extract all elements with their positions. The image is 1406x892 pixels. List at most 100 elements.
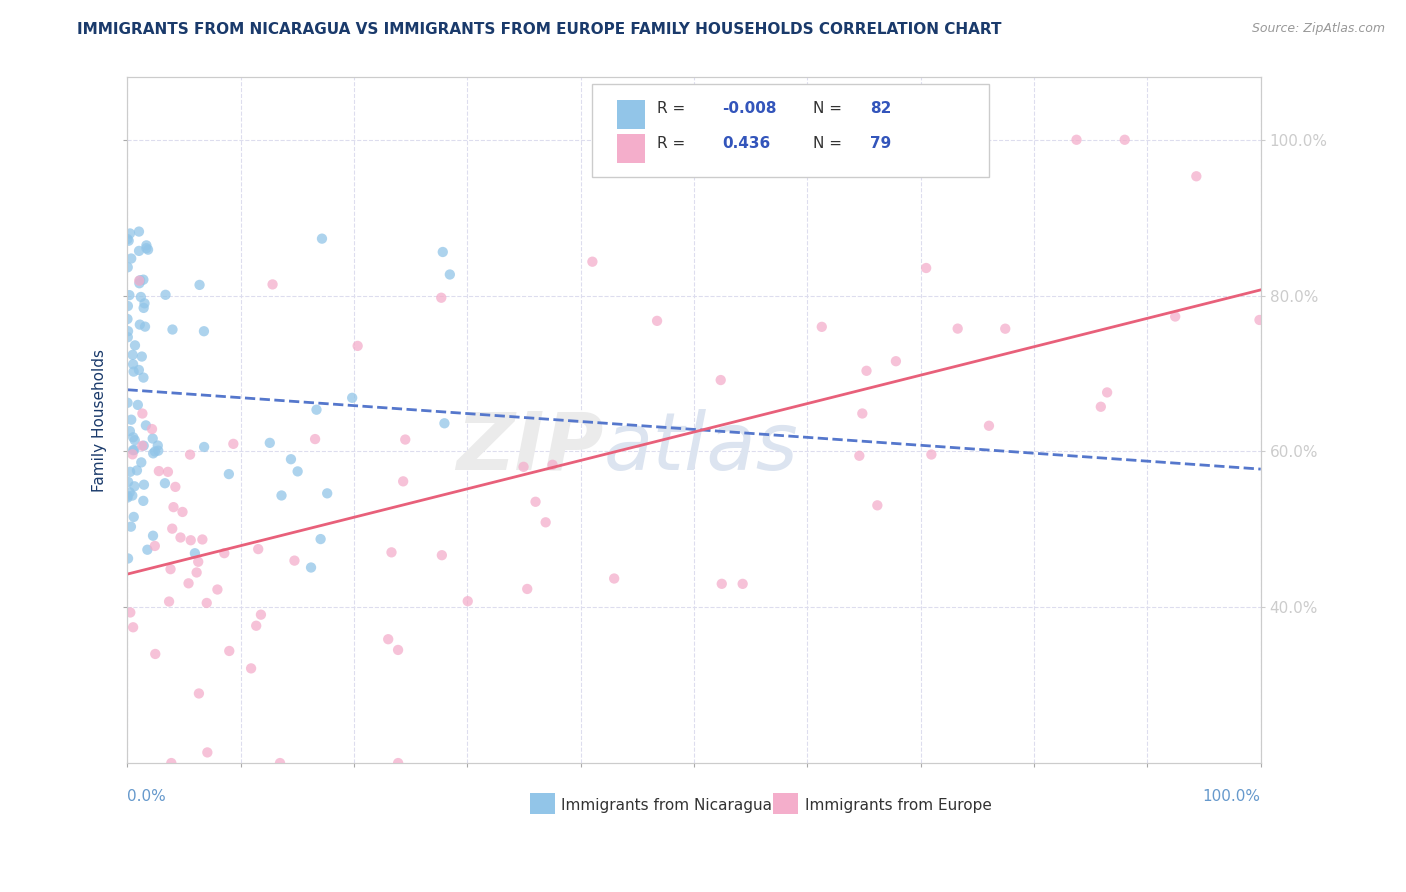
- Point: [120, 252, 142, 266]
- Point: [160, 522, 183, 536]
- Point: [117, 396, 139, 410]
- Text: 0.0%: 0.0%: [128, 789, 166, 804]
- Point: [132, 273, 155, 287]
- Point: [131, 439, 153, 453]
- Point: [162, 322, 184, 336]
- Text: Immigrants from Nicaragua: Immigrants from Nicaragua: [561, 798, 772, 813]
- Point: [524, 495, 547, 509]
- Point: [387, 643, 409, 657]
- Point: [135, 238, 157, 252]
- Point: [866, 499, 889, 513]
- Point: [855, 364, 877, 378]
- Text: ZIP: ZIP: [456, 409, 603, 487]
- Point: [380, 545, 402, 559]
- Point: [309, 532, 332, 546]
- Point: [193, 440, 215, 454]
- Point: [222, 437, 245, 451]
- Point: [128, 277, 150, 291]
- Point: [710, 373, 733, 387]
- Point: [432, 245, 454, 260]
- Point: [377, 632, 399, 647]
- Point: [153, 476, 176, 491]
- Point: [187, 555, 209, 569]
- Point: [156, 465, 179, 479]
- Text: -0.008: -0.008: [723, 102, 778, 117]
- Point: [120, 606, 142, 620]
- Point: [915, 260, 938, 275]
- Point: [283, 553, 305, 567]
- Point: [218, 644, 240, 658]
- Text: N =: N =: [813, 136, 846, 151]
- Point: [132, 370, 155, 384]
- Point: [1185, 169, 1208, 184]
- Point: [160, 756, 183, 770]
- Point: [433, 417, 456, 431]
- Point: [305, 402, 328, 417]
- Point: [120, 413, 142, 427]
- Point: [541, 458, 564, 472]
- Point: [142, 432, 165, 446]
- Point: [129, 290, 152, 304]
- Point: [1090, 400, 1112, 414]
- Point: [218, 467, 240, 481]
- Point: [186, 566, 208, 580]
- Point: [439, 268, 461, 282]
- Point: [129, 455, 152, 469]
- Bar: [773, 792, 799, 814]
- Point: [179, 448, 201, 462]
- Point: [148, 443, 170, 458]
- Point: [143, 539, 166, 553]
- Point: [127, 398, 149, 412]
- Text: atlas: atlas: [603, 409, 799, 487]
- FancyBboxPatch shape: [592, 85, 988, 177]
- Point: [142, 446, 165, 460]
- Point: [128, 244, 150, 258]
- Point: [851, 407, 873, 421]
- Point: [118, 485, 141, 500]
- Point: [118, 424, 141, 438]
- Point: [270, 488, 292, 502]
- Point: [148, 464, 170, 478]
- Point: [117, 324, 139, 338]
- Point: [135, 418, 157, 433]
- Point: [195, 746, 218, 760]
- Point: [142, 529, 165, 543]
- Point: [710, 576, 733, 591]
- Text: Immigrants from Europe: Immigrants from Europe: [806, 798, 993, 813]
- Point: [165, 480, 187, 494]
- Point: [121, 489, 143, 503]
- Text: N =: N =: [813, 102, 846, 117]
- Point: [180, 533, 202, 548]
- Point: [128, 363, 150, 377]
- Point: [247, 542, 270, 557]
- Point: [132, 494, 155, 508]
- Point: [169, 531, 191, 545]
- Point: [117, 330, 139, 344]
- Point: [304, 432, 326, 446]
- Point: [977, 418, 1000, 433]
- Point: [124, 338, 146, 352]
- Point: [191, 533, 214, 547]
- Point: [346, 339, 368, 353]
- Bar: [530, 792, 555, 814]
- Point: [512, 459, 534, 474]
- Point: [269, 756, 291, 770]
- Point: [143, 444, 166, 458]
- Point: [122, 510, 145, 524]
- Point: [117, 489, 139, 503]
- Point: [128, 318, 150, 332]
- Point: [117, 260, 139, 275]
- Point: [132, 477, 155, 491]
- Point: [141, 422, 163, 436]
- Point: [884, 354, 907, 368]
- Point: [245, 619, 267, 633]
- Point: [994, 321, 1017, 335]
- Point: [125, 463, 148, 477]
- Point: [122, 620, 145, 634]
- Point: [603, 572, 626, 586]
- Point: [120, 519, 142, 533]
- Text: IMMIGRANTS FROM NICARAGUA VS IMMIGRANTS FROM EUROPE FAMILY HOUSEHOLDS CORRELATIO: IMMIGRANTS FROM NICARAGUA VS IMMIGRANTS …: [77, 22, 1002, 37]
- Point: [132, 301, 155, 315]
- Point: [1249, 313, 1271, 327]
- Point: [187, 686, 209, 700]
